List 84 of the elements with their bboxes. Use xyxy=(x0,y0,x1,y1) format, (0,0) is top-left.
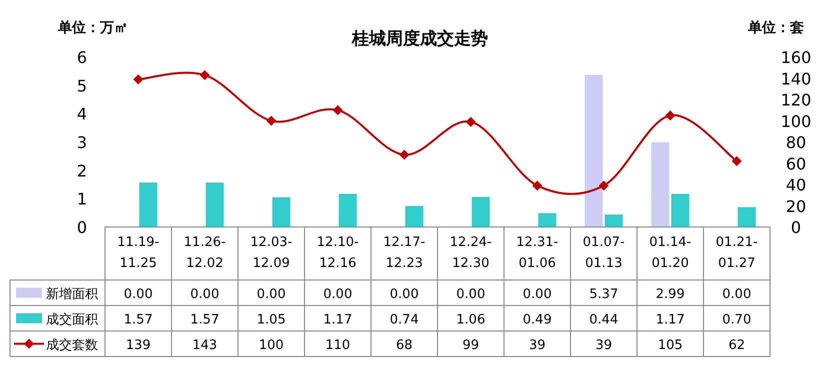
y2-tick-label: 160 xyxy=(780,48,812,67)
data-label: 0.00 xyxy=(256,286,286,302)
point xyxy=(665,110,676,120)
point xyxy=(133,74,144,84)
data-label: 105 xyxy=(658,338,683,353)
y2-tick-label: 20 xyxy=(786,196,806,216)
legend-label: 成交面积 xyxy=(46,311,98,328)
bar xyxy=(651,142,670,227)
point xyxy=(466,116,476,127)
x-tick-label: 11.26-12.02 xyxy=(184,235,226,271)
bar xyxy=(738,207,756,227)
data-label: 1.17 xyxy=(656,312,685,328)
x-tick-label: 11.19-11.25 xyxy=(117,235,160,271)
data-label: 1.06 xyxy=(456,312,486,328)
point xyxy=(532,180,542,191)
y-tick-label: 2 xyxy=(76,161,88,180)
data-label: 2.99 xyxy=(656,286,685,302)
data-label: 1.57 xyxy=(124,312,153,328)
bar xyxy=(139,182,158,227)
y2-tick-label: 140 xyxy=(780,69,812,88)
chart-title: 桂城周度成交走势 xyxy=(351,29,488,49)
data-label: 5.37 xyxy=(589,286,618,302)
x-tick-label: 12.03-12.09 xyxy=(250,235,293,271)
y2-tick-label: 40 xyxy=(786,176,806,194)
data-label: 0.00 xyxy=(190,286,220,302)
x-tick-label: 12.10-12.16 xyxy=(316,235,360,271)
data-label: 110 xyxy=(325,338,350,353)
data-label: 143 xyxy=(192,338,218,353)
data-label: 39 xyxy=(595,338,612,353)
x-tick-label: 01.07-01.13 xyxy=(582,235,626,271)
bar xyxy=(538,213,556,227)
y2-tick-label: 120 xyxy=(780,90,812,110)
bar xyxy=(272,197,290,227)
y-axis-title: 单位：万㎡ xyxy=(57,20,128,36)
data-label: 0.00 xyxy=(390,286,419,302)
y-tick-label: 1 xyxy=(76,190,88,209)
data-label: 0.74 xyxy=(390,312,419,328)
data-label: 0.70 xyxy=(722,312,752,328)
y-tick-label: 5 xyxy=(76,76,88,96)
y-tick-label: 4 xyxy=(76,104,88,124)
y2-tick-label: 100 xyxy=(780,112,812,131)
data-label: 99 xyxy=(462,338,480,353)
y-tick-label: 3 xyxy=(76,133,88,152)
x-tick-label: 01.21-01.27 xyxy=(716,235,758,271)
bar xyxy=(584,74,603,227)
legend-label: 新增面积 xyxy=(46,286,98,302)
data-label: 62 xyxy=(728,338,746,353)
data-label: 68 xyxy=(396,338,413,353)
data-label: 0.00 xyxy=(323,286,352,302)
x-tick-label: 12.24-12.30 xyxy=(450,235,492,271)
point xyxy=(266,116,276,126)
y2-tick-label: 0 xyxy=(790,218,802,237)
data-label: 0.49 xyxy=(522,312,552,328)
bar xyxy=(671,194,690,227)
data-label: 0.00 xyxy=(124,286,153,302)
data-label: 139 xyxy=(126,338,151,353)
data-label: 1.17 xyxy=(323,312,352,328)
y2-axis-title: 单位：套 xyxy=(747,20,804,36)
point xyxy=(732,156,742,166)
data-label: 0.00 xyxy=(456,286,486,302)
data-label: 1.05 xyxy=(256,312,286,328)
y-tick-label: 6 xyxy=(76,48,88,67)
legend-label: 成交套数 xyxy=(46,336,98,353)
data-label: 0.00 xyxy=(522,286,552,302)
data-label: 0.00 xyxy=(722,286,752,302)
bar xyxy=(206,182,224,227)
data-label: 39 xyxy=(528,338,546,353)
y2-tick-label: 60 xyxy=(786,154,806,174)
point xyxy=(200,70,210,80)
x-tick-label: 12.17-12.23 xyxy=(383,235,426,271)
y2-tick-label: 80 xyxy=(786,133,806,152)
x-tick-label: 12.31-01.06 xyxy=(516,235,559,271)
bar xyxy=(604,214,623,227)
x-tick-label: 01.14-01.20 xyxy=(649,235,692,271)
y-tick-label: 0 xyxy=(76,218,88,237)
point xyxy=(399,150,410,160)
bar xyxy=(472,196,490,227)
bar xyxy=(338,194,357,227)
data-label: 0.44 xyxy=(589,312,618,328)
point xyxy=(332,105,343,116)
bar xyxy=(405,206,424,227)
data-label: 100 xyxy=(258,338,284,353)
point xyxy=(598,180,609,191)
data-label: 1.57 xyxy=(190,312,220,328)
